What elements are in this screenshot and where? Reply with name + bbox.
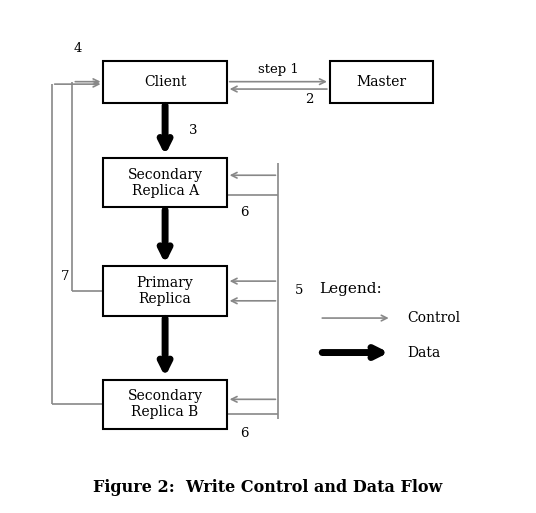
Text: Secondary
Replica B: Secondary Replica B — [128, 389, 203, 419]
Text: Master: Master — [356, 75, 406, 89]
Text: 7: 7 — [61, 270, 69, 283]
Text: Control: Control — [407, 311, 460, 325]
Text: 6: 6 — [241, 427, 249, 440]
Text: Client: Client — [144, 75, 187, 89]
Text: Primary
Replica: Primary Replica — [137, 276, 193, 306]
Bar — [103, 61, 227, 103]
Text: 4: 4 — [73, 42, 82, 55]
Text: Legend:: Legend: — [319, 282, 382, 295]
Text: 6: 6 — [241, 206, 249, 219]
Text: Data: Data — [407, 346, 440, 360]
Text: 3: 3 — [189, 124, 198, 137]
Text: step 1: step 1 — [258, 63, 299, 76]
Bar — [330, 61, 433, 103]
Text: Figure 2:  Write Control and Data Flow: Figure 2: Write Control and Data Flow — [93, 480, 443, 497]
Bar — [103, 158, 227, 207]
Text: 2: 2 — [305, 93, 314, 106]
Bar — [103, 266, 227, 315]
Text: 5: 5 — [295, 285, 303, 298]
Bar — [103, 380, 227, 429]
Text: Secondary
Replica A: Secondary Replica A — [128, 168, 203, 198]
